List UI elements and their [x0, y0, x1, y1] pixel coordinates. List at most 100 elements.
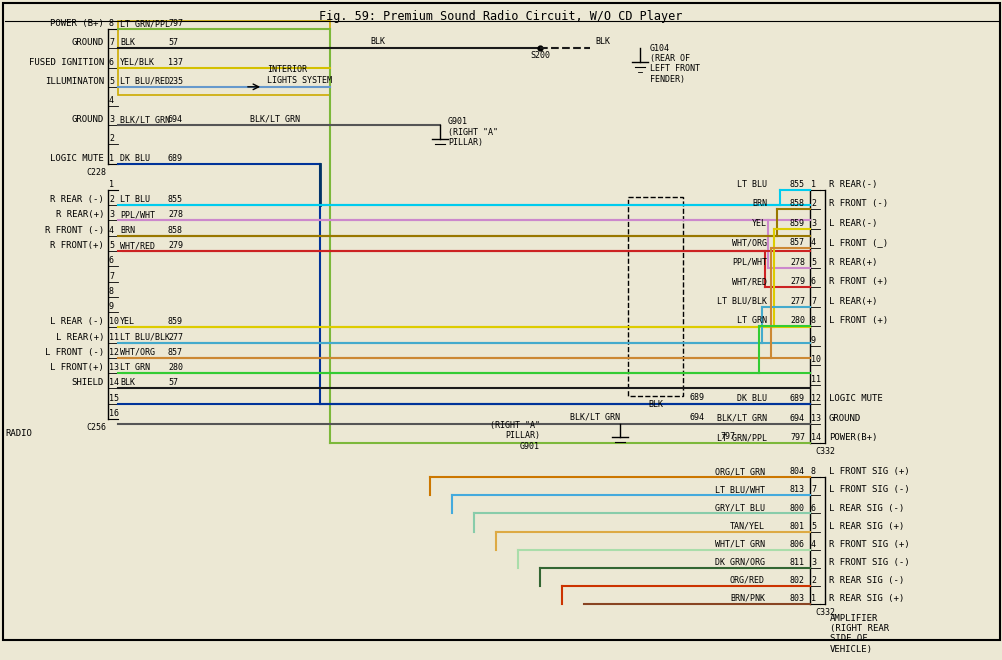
- Text: LT BLU/BLK: LT BLU/BLK: [716, 297, 767, 306]
- Text: 797: 797: [167, 19, 182, 28]
- Text: 4: 4: [811, 540, 816, 548]
- Text: L REAR SIG (-): L REAR SIG (-): [829, 504, 904, 513]
- Text: LOGIC MUTE: LOGIC MUTE: [50, 154, 104, 162]
- Text: 797: 797: [719, 432, 734, 442]
- Text: 11: 11: [811, 375, 821, 384]
- Text: 804: 804: [790, 467, 805, 477]
- Text: 277: 277: [790, 297, 805, 306]
- Text: 689: 689: [689, 393, 704, 403]
- Text: RADIO: RADIO: [5, 428, 32, 438]
- Text: S200: S200: [529, 51, 549, 60]
- Text: BRN: BRN: [120, 226, 135, 235]
- Text: R FRONT SIG (+): R FRONT SIG (+): [829, 540, 909, 548]
- Text: AMPLIFIER
(RIGHT REAR
SIDE OF
VEHICLE): AMPLIFIER (RIGHT REAR SIDE OF VEHICLE): [830, 614, 888, 654]
- Text: LT BLU: LT BLU: [736, 180, 767, 189]
- Text: TAN/YEL: TAN/YEL: [729, 521, 765, 531]
- Text: 3: 3: [811, 219, 816, 228]
- Text: 280: 280: [167, 363, 182, 372]
- Text: 10: 10: [109, 317, 119, 326]
- Text: L FRONT SIG (-): L FRONT SIG (-): [829, 485, 909, 494]
- Text: 4: 4: [109, 96, 114, 105]
- Text: 279: 279: [167, 241, 182, 250]
- Text: 6: 6: [811, 277, 816, 286]
- Text: 4: 4: [109, 226, 114, 235]
- Text: 801: 801: [790, 521, 805, 531]
- Text: L REAR(-): L REAR(-): [829, 219, 877, 228]
- Text: L FRONT (+): L FRONT (+): [829, 316, 887, 325]
- Text: L FRONT SIG (+): L FRONT SIG (+): [829, 467, 909, 477]
- Text: 855: 855: [790, 180, 805, 189]
- Text: 2: 2: [109, 195, 114, 204]
- Text: L FRONT (-): L FRONT (-): [45, 348, 104, 357]
- Text: Fig. 59: Premium Sound Radio Circuit, W/O CD Player: Fig. 59: Premium Sound Radio Circuit, W/…: [319, 10, 682, 22]
- Text: L FRONT(+): L FRONT(+): [50, 363, 104, 372]
- Text: 7: 7: [811, 297, 816, 306]
- Text: 694: 694: [790, 414, 805, 423]
- Text: YEL/BLK: YEL/BLK: [120, 57, 155, 67]
- Text: 12: 12: [109, 348, 119, 357]
- Text: 689: 689: [790, 394, 805, 403]
- Text: 13: 13: [811, 414, 821, 423]
- Bar: [627, 197, 682, 396]
- Text: LT BLU/BLK: LT BLU/BLK: [120, 333, 169, 342]
- Text: BLK: BLK: [120, 378, 135, 387]
- Text: 4: 4: [811, 238, 816, 248]
- Text: L REAR SIG (+): L REAR SIG (+): [829, 521, 904, 531]
- Bar: [118, 21, 330, 94]
- Text: WHT/ORG: WHT/ORG: [120, 348, 155, 357]
- Text: 235: 235: [167, 77, 182, 86]
- Text: 5: 5: [811, 521, 816, 531]
- Text: R REAR(+): R REAR(+): [55, 211, 104, 220]
- Text: 10: 10: [811, 355, 821, 364]
- Text: BLK/LT GRN: BLK/LT GRN: [120, 115, 169, 124]
- Text: 8: 8: [109, 19, 114, 28]
- Text: R REAR SIG (+): R REAR SIG (+): [829, 594, 904, 603]
- Text: 278: 278: [167, 211, 182, 220]
- Text: 3: 3: [109, 211, 114, 220]
- Text: 7: 7: [109, 271, 114, 280]
- Text: 279: 279: [790, 277, 805, 286]
- Text: WHT/RED: WHT/RED: [120, 241, 155, 250]
- Text: 857: 857: [790, 238, 805, 248]
- Text: (RIGHT "A"
PILLAR)
G901: (RIGHT "A" PILLAR) G901: [490, 421, 539, 451]
- Text: GROUND: GROUND: [829, 414, 861, 423]
- Text: 5: 5: [109, 241, 114, 250]
- Text: R FRONT (-): R FRONT (-): [829, 199, 887, 209]
- Text: PPL/WHT: PPL/WHT: [731, 258, 767, 267]
- Text: 1: 1: [811, 180, 816, 189]
- Text: G901
(RIGHT "A"
PILLAR): G901 (RIGHT "A" PILLAR): [448, 117, 498, 147]
- Text: GROUND: GROUND: [72, 115, 104, 124]
- Text: 806: 806: [790, 540, 805, 548]
- Text: 15: 15: [109, 393, 119, 403]
- Text: 689: 689: [167, 154, 182, 162]
- Text: 858: 858: [167, 226, 182, 235]
- Text: G104
(REAR OF
LEFT FRONT
FENDER): G104 (REAR OF LEFT FRONT FENDER): [649, 44, 699, 84]
- Text: 858: 858: [790, 199, 805, 209]
- Text: 11: 11: [109, 333, 119, 342]
- Text: 2: 2: [811, 576, 816, 585]
- Text: 811: 811: [790, 558, 805, 567]
- Text: L REAR (-): L REAR (-): [50, 317, 104, 326]
- Text: 13: 13: [109, 363, 119, 372]
- Text: 855: 855: [167, 195, 182, 204]
- Text: BLK/LT GRN: BLK/LT GRN: [716, 414, 767, 423]
- Text: POWER(B+): POWER(B+): [829, 433, 877, 442]
- Text: 137: 137: [167, 57, 182, 67]
- Text: R REAR(+): R REAR(+): [829, 258, 877, 267]
- Text: L REAR(+): L REAR(+): [829, 297, 877, 306]
- Text: 857: 857: [167, 348, 182, 357]
- Text: C256: C256: [86, 423, 106, 432]
- Text: 14: 14: [811, 433, 821, 442]
- Text: 800: 800: [790, 504, 805, 513]
- Text: 3: 3: [109, 115, 114, 124]
- Text: DK BLU: DK BLU: [120, 154, 150, 162]
- Text: FUSED IGNITION: FUSED IGNITION: [29, 57, 104, 67]
- Text: 8: 8: [109, 287, 114, 296]
- Text: 694: 694: [689, 412, 704, 422]
- Text: 6: 6: [109, 57, 114, 67]
- Text: L REAR(+): L REAR(+): [55, 333, 104, 342]
- Text: 12: 12: [811, 394, 821, 403]
- Text: C332: C332: [815, 447, 835, 456]
- Text: LT BLU: LT BLU: [120, 195, 150, 204]
- Text: LT GRN: LT GRN: [120, 363, 150, 372]
